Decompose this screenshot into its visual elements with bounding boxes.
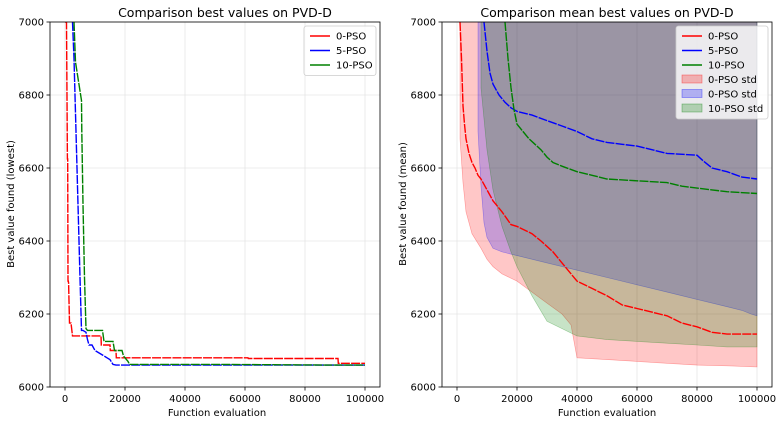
y-ticks: 6000 6200 6400 6600 6800 7000 [19, 18, 50, 394]
series-line-5-PSO [483, 22, 758, 180]
x-ticks: 0 20000 40000 60000 80000 100000 [62, 387, 384, 405]
x-tick-label: 20000 [109, 394, 141, 405]
legend-label: 5-PSO [336, 46, 366, 57]
y-tick-label: 6200 [19, 310, 44, 321]
x-tick-label: 20000 [501, 394, 533, 405]
y-tick-label: 6800 [411, 91, 436, 102]
plot-frame [49, 21, 381, 388]
x-tick-label: 100000 [346, 394, 384, 405]
series-line-0-PSO [65, 22, 365, 364]
legend-label: 0-PSO [708, 32, 738, 43]
x-axis-label: Function evaluation [558, 408, 656, 419]
chart-title: Comparison best values on PVD-D [118, 5, 332, 20]
series-lines [65, 22, 365, 366]
x-tick-label: 40000 [561, 394, 593, 405]
y-axis-label: Best value found (mean) [398, 142, 409, 266]
x-tick-label: 0 [62, 394, 68, 405]
legend-label: 10-PSO std [708, 104, 763, 115]
y-tick-label: 6600 [411, 164, 436, 175]
x-tick-label: 60000 [621, 394, 653, 405]
legend-swatch [681, 103, 703, 113]
y-axis-label: Best value found (lowest) [6, 140, 17, 268]
y-tick-label: 6600 [19, 164, 44, 175]
y-tick-label: 7000 [19, 18, 44, 29]
x-tick-label: 80000 [289, 394, 321, 405]
y-tick-label: 6200 [411, 310, 436, 321]
legend-label: 0-PSO std [708, 90, 757, 101]
legend-swatch [681, 89, 703, 98]
x-ticks: 0 20000 40000 60000 80000 100000 [454, 387, 776, 405]
chart-mean-best-values: Comparison mean best values on PVD-D 0 20… [398, 5, 776, 419]
legend-swatch [681, 74, 703, 84]
legend: 0-PSO 5-PSO 10-PSO 0-PSO std 0-PSO std 10-PSO… [675, 25, 769, 120]
legend-label: 0-PSO [336, 32, 366, 43]
series-line-10-PSO [73, 22, 365, 366]
x-tick-label: 80000 [681, 394, 713, 405]
y-ticks: 6000 6200 6400 6600 6800 7000 [411, 18, 442, 394]
y-tick-label: 6000 [19, 383, 44, 394]
legend-label: 10-PSO [708, 61, 745, 72]
x-tick-label: 60000 [229, 394, 261, 405]
x-axis-label: Function evaluation [168, 408, 266, 419]
y-tick-label: 6000 [411, 383, 436, 394]
legend-label: 0-PSO std [708, 75, 757, 86]
chart-title: Comparison mean best values on PVD-D [480, 5, 733, 20]
plot-frame [441, 21, 773, 388]
chart-best-values: Comparison best values on PVD-D 0 20000 40… [6, 5, 384, 419]
y-tick-label: 6400 [411, 237, 436, 248]
legend-box [675, 25, 769, 120]
series-line-10-PSO [504, 22, 758, 195]
x-tick-label: 100000 [738, 394, 776, 405]
y-tick-label: 6800 [19, 91, 44, 102]
y-tick-label: 6400 [19, 237, 44, 248]
x-tick-label: 40000 [169, 394, 201, 405]
legend-box [303, 25, 377, 76]
legend-label: 5-PSO [708, 46, 738, 57]
series-line-0-PSO [459, 22, 757, 335]
plot-area [50, 22, 380, 387]
series-lines [459, 22, 758, 335]
legend-label: 10-PSO [336, 61, 373, 72]
legend: 0-PSO 5-PSO 10-PSO [303, 25, 377, 76]
y-tick-label: 7000 [411, 18, 436, 29]
x-tick-label: 0 [454, 394, 460, 405]
